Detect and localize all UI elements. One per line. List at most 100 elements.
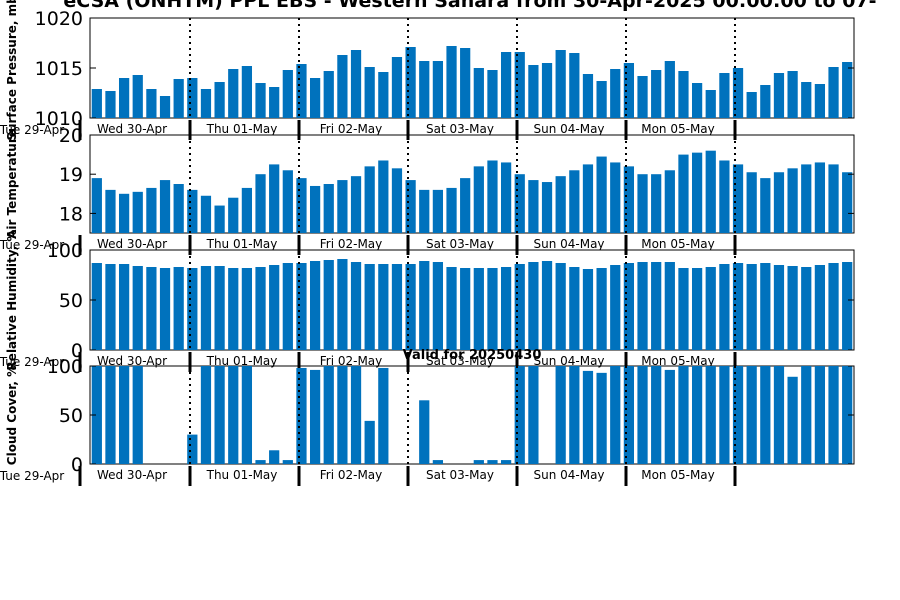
data-bar [118, 366, 130, 464]
data-bar [364, 264, 375, 350]
data-bar [378, 160, 389, 233]
figure-subtitle: Valid for 20250430 [403, 348, 542, 363]
data-bar [200, 266, 212, 350]
data-bar [187, 189, 198, 233]
data-bar [241, 268, 253, 350]
x-day-label: Sat 03-May [426, 122, 494, 136]
x-day-label: Sat 03-May [426, 468, 494, 482]
y-axis-label: Cloud Cover, % [5, 365, 19, 465]
data-bar [419, 189, 430, 233]
data-bar [555, 366, 566, 464]
data-bar [664, 369, 675, 464]
data-bar [637, 76, 648, 118]
data-bar [514, 52, 525, 118]
data-bar [760, 85, 771, 118]
data-bar [473, 268, 484, 350]
data-bar [678, 366, 689, 464]
data-bar [746, 92, 757, 118]
data-bar [146, 267, 157, 350]
data-bar [241, 66, 253, 118]
data-bar [487, 70, 498, 118]
data-bar [555, 263, 566, 350]
data-bar [596, 268, 607, 350]
data-bar [296, 64, 307, 118]
x-day-label: Fri 02-May [320, 468, 383, 482]
data-bar [187, 78, 198, 118]
data-bar [596, 81, 607, 118]
data-bar [732, 263, 744, 350]
x-day-label: Wed 30-Apr [97, 354, 167, 368]
data-bar [514, 366, 525, 464]
x-day-label: Mon 05-May [641, 468, 715, 482]
data-bar [378, 367, 389, 464]
data-bar [637, 366, 648, 464]
data-bar [582, 74, 594, 118]
data-bar [814, 84, 826, 118]
data-bar [350, 366, 362, 464]
x-day-label: Sat 03-May [426, 354, 494, 368]
data-bar [214, 205, 225, 233]
data-bar [705, 90, 716, 118]
data-bar [487, 268, 498, 350]
data-bar [814, 265, 826, 350]
data-bar [651, 70, 662, 118]
data-bar [296, 367, 307, 464]
data-bar [719, 366, 730, 464]
data-bar [787, 376, 798, 464]
data-bar [132, 191, 143, 233]
x-day-label: Wed 30-Apr [97, 468, 167, 482]
y-axis-label: Relative Humidity, % [5, 230, 19, 371]
y-tick-label: 100 [47, 240, 83, 262]
data-bar [473, 68, 484, 118]
data-bar [528, 65, 539, 118]
y-tick-label: 50 [59, 405, 83, 427]
data-bar [691, 366, 703, 464]
data-bar [146, 89, 157, 118]
data-bar [214, 82, 225, 118]
data-bar [569, 267, 580, 350]
data-bar [214, 366, 225, 464]
data-bar [159, 268, 171, 350]
data-bar [664, 170, 675, 233]
data-bar [637, 174, 648, 233]
data-bar [773, 366, 785, 464]
data-bar [528, 262, 539, 350]
data-bar [678, 71, 689, 118]
data-bar [405, 264, 416, 350]
data-bar [842, 262, 853, 350]
x-start-label: Tue 29-Apr [0, 238, 64, 252]
data-bar [664, 262, 675, 350]
data-bar [105, 189, 116, 233]
data-bar [282, 263, 293, 350]
data-bar [651, 174, 662, 233]
data-bar [746, 366, 757, 464]
y-tick-label: 20 [59, 125, 83, 147]
data-bar [637, 262, 648, 350]
x-day-label: Wed 30-Apr [97, 237, 167, 251]
data-bar [309, 185, 321, 233]
data-bar [760, 178, 771, 233]
axes-box [89, 134, 855, 234]
data-bar [337, 180, 348, 233]
x-day-label: Fri 02-May [320, 237, 383, 251]
data-bar [623, 263, 635, 350]
data-bar [91, 366, 102, 464]
data-bar [842, 62, 853, 118]
data-bar [241, 366, 253, 464]
data-bar [91, 263, 102, 350]
data-bar [555, 50, 566, 118]
data-bar [801, 164, 812, 233]
data-bar [214, 266, 225, 350]
x-day-label: Fri 02-May [320, 122, 383, 136]
data-bar [732, 366, 744, 464]
y-tick-label: 50 [59, 290, 83, 312]
data-bar [364, 166, 375, 233]
data-bar [719, 73, 730, 118]
data-bar [569, 170, 580, 233]
data-bar [269, 164, 280, 233]
data-bar [255, 83, 266, 118]
data-bar [378, 72, 389, 118]
data-bar [132, 266, 143, 350]
x-start-label: Tue 29-Apr [0, 355, 64, 369]
